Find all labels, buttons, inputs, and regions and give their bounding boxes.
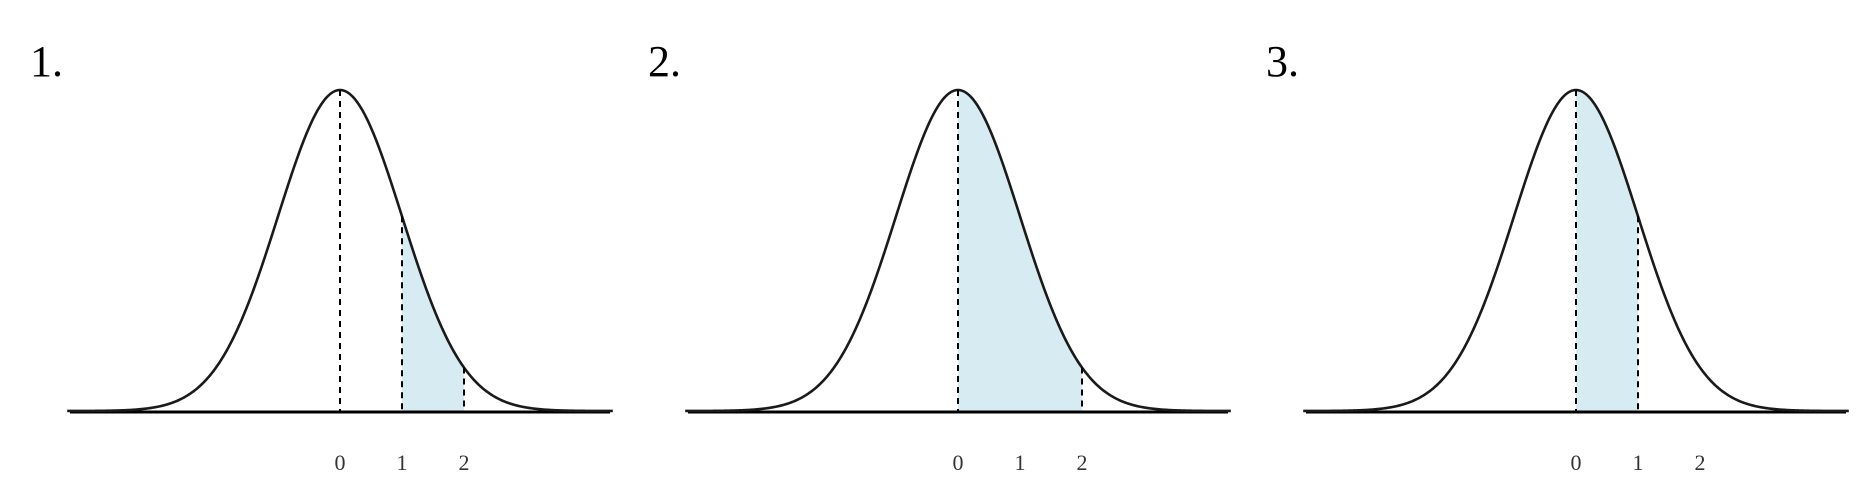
x-tick-label: 2	[1695, 450, 1706, 475]
chart-panel-2: 2. 0 1 2	[648, 37, 1231, 475]
shaded-region	[1576, 90, 1638, 411]
x-tick-label: 1	[1015, 450, 1026, 475]
panel-number: 3.	[1266, 37, 1299, 86]
panel-number: 2.	[648, 37, 681, 86]
chart-panel-1: 1. 0 1 2	[30, 37, 613, 475]
x-tick-label: 2	[459, 450, 470, 475]
panel-number: 1.	[30, 37, 63, 86]
x-tick-label: 1	[397, 450, 408, 475]
x-tick-label: 1	[1633, 450, 1644, 475]
chart-panel-3: 3. 0 1 2	[1266, 37, 1849, 475]
x-tick-label: 0	[335, 450, 346, 475]
x-tick-label: 0	[1571, 450, 1582, 475]
x-tick-label: 0	[953, 450, 964, 475]
shaded-region	[958, 90, 1082, 411]
x-tick-label: 2	[1077, 450, 1088, 475]
